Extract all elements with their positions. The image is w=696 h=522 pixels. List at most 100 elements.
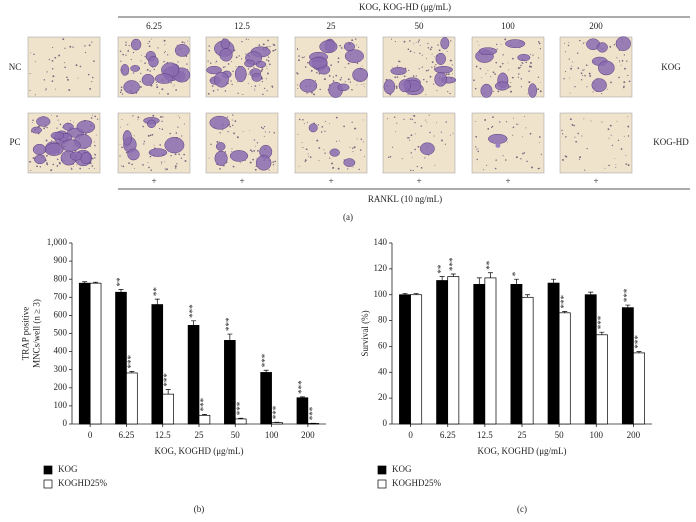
speck [250,85,252,87]
y-tick-label: 900 [54,255,68,265]
bar [89,282,102,425]
speck [475,135,478,138]
speck [425,69,428,72]
speck [261,68,264,71]
error-bar [227,333,233,341]
speck [413,52,415,54]
speck [580,72,583,75]
speck [66,76,68,79]
speck [265,78,267,80]
speck [512,134,514,136]
micrograph-bg [27,36,101,98]
speck [161,88,164,91]
speck [606,88,608,90]
speck [267,46,269,48]
speck [186,63,188,65]
speck [577,67,580,70]
speck [232,165,235,168]
speck [30,52,32,54]
speck [297,133,299,135]
speck [625,155,627,156]
speck [627,74,629,77]
speck [176,163,178,165]
speck [515,156,518,159]
speck [317,124,320,126]
speck [121,146,123,149]
speck [492,71,495,74]
speck [321,125,324,128]
speck [623,135,625,137]
error-bar [118,289,124,293]
speck [427,46,430,49]
x-tick-label: 100 [590,430,604,440]
speck [419,44,421,46]
speck [505,121,508,123]
speck [66,78,69,81]
speck [517,67,520,70]
speck [156,84,158,86]
speck [232,70,234,73]
speck [56,164,59,167]
speck [269,63,271,66]
speck [267,56,270,58]
speck [517,124,519,126]
speck [269,45,271,48]
speck [440,131,442,133]
speck [620,64,622,66]
y-axis-label: MNCs/well (n ≥ 3) [32,299,42,368]
cell [494,81,510,91]
speck [34,61,36,63]
speck [84,51,87,54]
speck [258,44,261,47]
speck [127,124,129,126]
speck [231,119,233,121]
speck [569,118,572,121]
speck [305,148,308,151]
speck [164,50,166,52]
speck [609,45,612,48]
speck [273,132,275,134]
plus-sign: + [239,176,244,186]
speck [242,93,244,96]
cell [299,78,318,93]
speck [428,155,430,156]
concentration: 25 [327,21,337,31]
speck [153,144,155,146]
speck [495,167,497,170]
speck [386,118,389,120]
speck [324,130,326,132]
speck [306,92,308,94]
significance: *** [126,355,136,369]
x-tick-label: 200 [627,430,641,440]
speck [150,169,153,171]
speck [363,83,365,85]
micrograph [117,36,191,98]
speck [445,73,448,76]
plus-sign: + [593,176,598,186]
significance: *** [162,373,172,387]
speck [164,169,166,171]
speck [51,80,54,82]
speck [34,94,36,96]
speck [296,48,299,50]
row-label: KOG-HD [653,137,689,147]
speck [296,84,298,86]
micrograph [205,112,279,174]
y-tick-label: 80 [378,315,388,325]
speck [396,122,398,124]
speck [320,131,323,133]
speck [43,79,46,81]
speck [579,39,581,42]
speck [140,72,142,75]
speck [565,135,567,138]
speck [440,139,443,142]
speck [590,120,592,122]
speck [476,148,478,150]
speck [237,81,239,83]
speck [618,60,620,62]
cell [505,39,526,49]
speck [121,93,124,95]
speck [520,158,522,160]
speck [619,61,621,63]
